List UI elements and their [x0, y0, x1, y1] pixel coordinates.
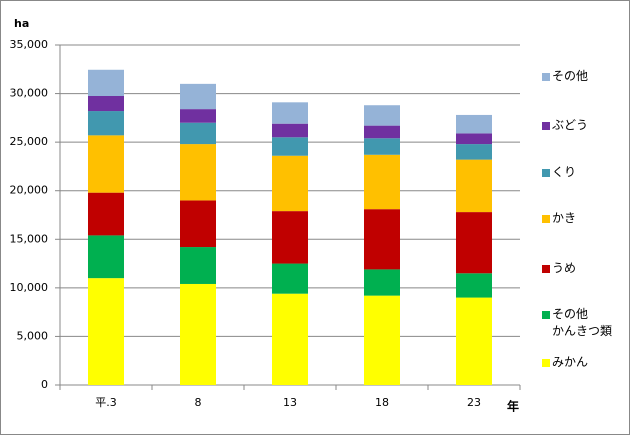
legend-swatch	[542, 169, 550, 177]
bar-segment	[180, 200, 216, 248]
bar-segment	[180, 144, 216, 201]
y-tick-label: 5,000	[17, 329, 49, 342]
bar-segment	[180, 109, 216, 123]
x-tick-label: 平.3	[95, 396, 117, 409]
bar-segment	[364, 138, 400, 155]
x-axis-label: 年	[507, 399, 519, 414]
legend-swatch	[542, 122, 550, 130]
bar-segment	[272, 123, 308, 138]
bar-segment	[272, 137, 308, 156]
legend-label: その他	[552, 69, 589, 83]
bar-segment	[364, 105, 400, 126]
y-tick-label: 20,000	[10, 184, 49, 197]
bar-segment	[272, 155, 308, 212]
bar-segment	[272, 263, 308, 294]
bar-segment	[272, 211, 308, 264]
bar-segment	[88, 192, 124, 236]
bar-segment	[456, 273, 492, 298]
bar-segment	[456, 133, 492, 145]
bar-segment	[364, 209, 400, 270]
bar-segment	[180, 247, 216, 284]
bar-segment	[88, 111, 124, 136]
legend-label: その他 かんきつ類	[552, 307, 613, 338]
x-tick-label: 18	[375, 396, 389, 409]
bar-segment	[364, 295, 400, 385]
legend: みかん その他 かんきつ類 うめ かき くり ぶどう その他	[540, 0, 628, 435]
bar-segment	[364, 154, 400, 210]
bar-segment	[180, 283, 216, 385]
x-tick-label: 13	[283, 396, 297, 409]
y-tick-label: 0	[41, 378, 48, 391]
legend-swatch	[542, 215, 550, 223]
bar-segment	[88, 135, 124, 193]
x-tick-label: 23	[467, 396, 481, 409]
legend-label: みかん	[552, 355, 589, 369]
bar-segment	[456, 144, 492, 160]
bar-segment	[88, 69, 124, 96]
bar-segment	[456, 159, 492, 213]
bar-segment	[364, 125, 400, 139]
y-tick-label: 30,000	[10, 87, 49, 100]
legend-swatch	[542, 265, 550, 273]
legend-label: ぶどう	[552, 118, 589, 132]
legend-swatch	[542, 359, 550, 367]
legend-swatch	[542, 311, 550, 319]
y-tick-label: 10,000	[10, 281, 49, 294]
bar-segment	[180, 122, 216, 145]
legend-swatch	[542, 73, 550, 81]
bar-segment	[456, 114, 492, 134]
bar-segment	[88, 278, 124, 385]
legend-label: うめ	[552, 261, 577, 275]
bar-segment	[88, 96, 124, 112]
bar-segment	[180, 83, 216, 110]
bar-segment	[456, 212, 492, 274]
x-tick-label: 8	[195, 396, 202, 409]
legend-label: くり	[552, 165, 577, 179]
bar-segment	[88, 235, 124, 279]
bar-segment	[364, 269, 400, 296]
y-tick-label: 35,000	[10, 38, 49, 51]
y-axis-label: ha	[14, 17, 29, 30]
legend-label: かき	[552, 211, 577, 225]
bar-segment	[272, 102, 308, 124]
y-tick-label: 25,000	[10, 135, 49, 148]
bar-segment	[456, 297, 492, 385]
y-tick-label: 15,000	[10, 232, 49, 245]
bar-segment	[272, 293, 308, 385]
